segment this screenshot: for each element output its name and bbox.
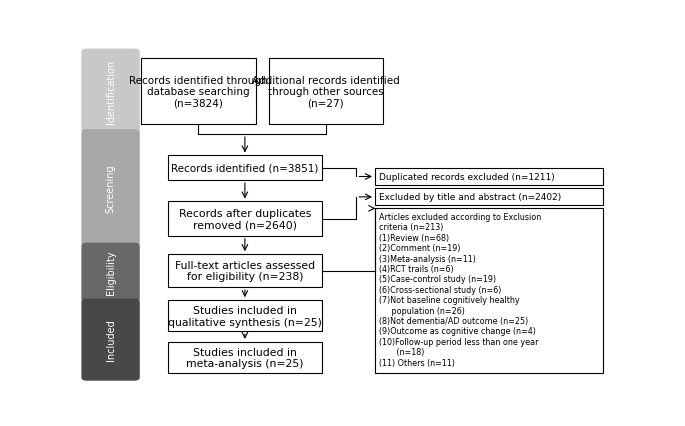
Text: Records identified (n=3851): Records identified (n=3851) [171, 164, 319, 173]
Text: Included: Included [105, 319, 116, 360]
FancyBboxPatch shape [168, 202, 322, 236]
Text: Studies included in
qualitative synthesis (n=25): Studies included in qualitative synthesi… [168, 305, 322, 327]
FancyBboxPatch shape [375, 209, 603, 373]
Text: Eligibility: Eligibility [105, 250, 116, 295]
Text: Excluded by title and abstract (n=2402): Excluded by title and abstract (n=2402) [379, 193, 562, 202]
Text: Screening: Screening [105, 164, 116, 212]
Text: Additional records identified
through other sources
(n=27): Additional records identified through ot… [252, 75, 400, 109]
FancyBboxPatch shape [168, 300, 322, 331]
Text: Records after duplicates
removed (n=2640): Records after duplicates removed (n=2640… [179, 208, 311, 230]
FancyBboxPatch shape [168, 156, 322, 181]
Text: Full-text articles assessed
for eligibility (n=238): Full-text articles assessed for eligibil… [175, 260, 315, 282]
FancyBboxPatch shape [141, 59, 256, 125]
Text: Studies included in
meta-analysis (n=25): Studies included in meta-analysis (n=25) [186, 347, 303, 368]
FancyBboxPatch shape [82, 243, 140, 302]
FancyBboxPatch shape [168, 342, 322, 373]
FancyBboxPatch shape [168, 254, 322, 287]
FancyBboxPatch shape [375, 169, 603, 186]
FancyBboxPatch shape [82, 49, 140, 133]
Text: Identification: Identification [105, 59, 116, 123]
FancyBboxPatch shape [82, 299, 140, 381]
Text: Duplicated records excluded (n=1211): Duplicated records excluded (n=1211) [379, 173, 555, 181]
FancyBboxPatch shape [269, 59, 383, 125]
FancyBboxPatch shape [375, 189, 603, 206]
FancyBboxPatch shape [82, 130, 140, 246]
Text: Articles excluded according to Exclusion
criteria (n=213)
(1)Review (n=68)
(2)Co: Articles excluded according to Exclusion… [379, 213, 541, 367]
Text: Records identified through
database searching
(n=3824): Records identified through database sear… [129, 75, 268, 109]
